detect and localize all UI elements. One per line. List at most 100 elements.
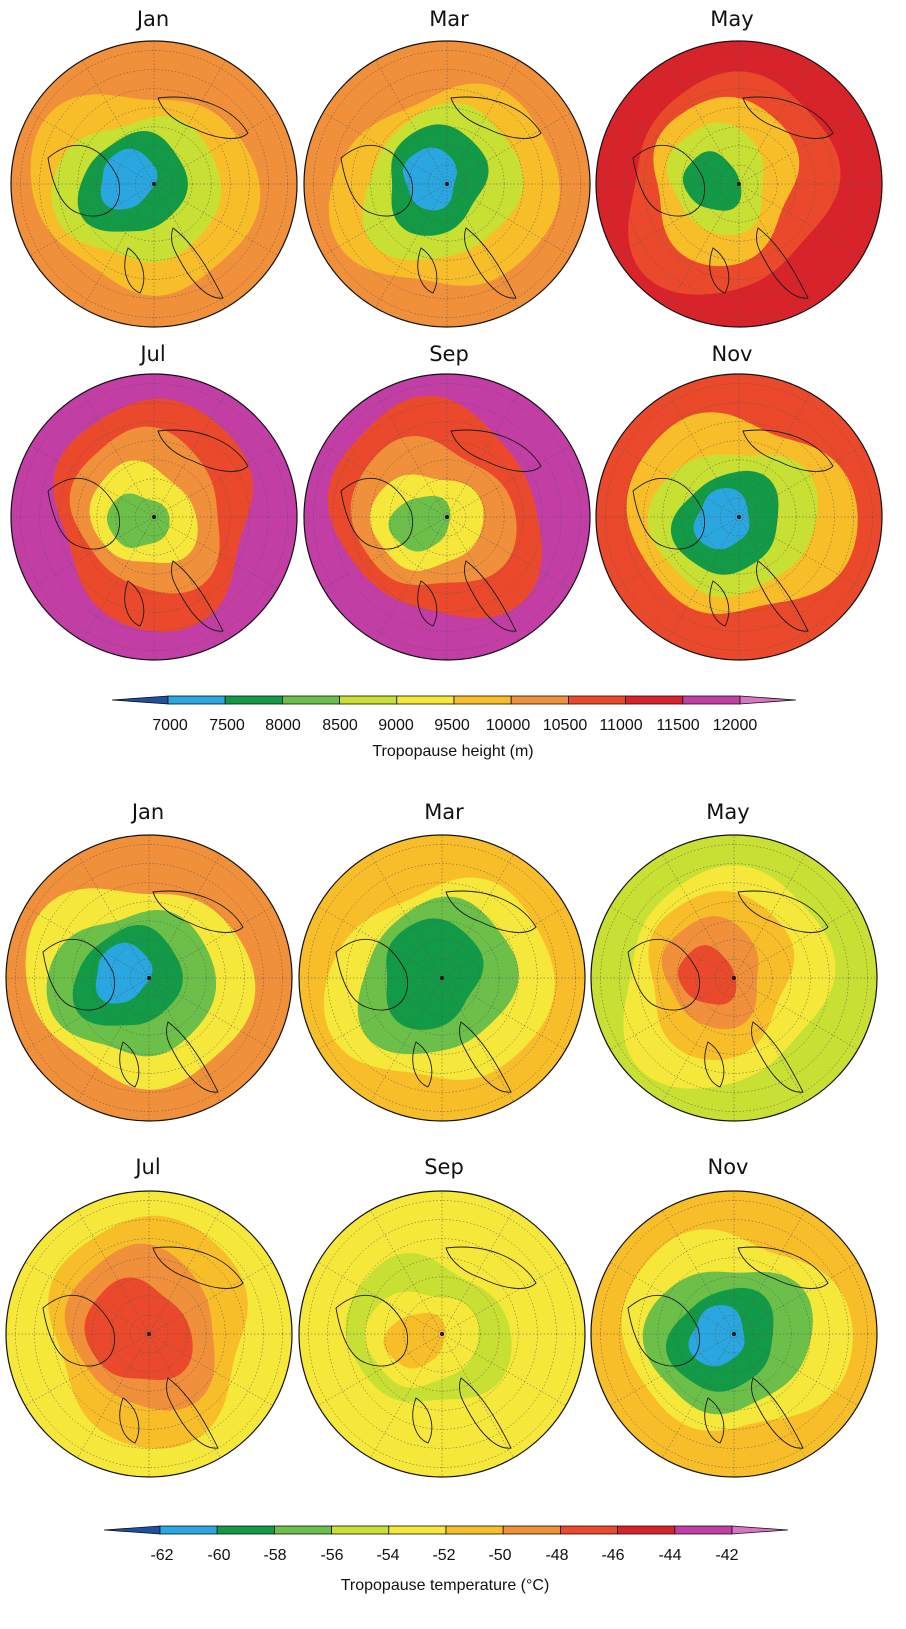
latitude-circle	[422, 1314, 462, 1354]
meridian-line	[153, 516, 226, 641]
polar-map	[8, 38, 300, 330]
meridian-line	[667, 183, 740, 308]
meridian-line	[370, 977, 443, 1102]
meridian-line	[153, 516, 278, 589]
contour-band	[682, 151, 742, 211]
colorbar-segment	[502, 1525, 561, 1535]
north-pole-marker	[732, 1332, 736, 1336]
latitude-circle	[34, 863, 264, 1093]
meridian-line	[148, 1333, 273, 1406]
meridian-line	[82, 183, 155, 308]
colorbar-tick-label: 11500	[656, 717, 700, 734]
meridian-line	[441, 977, 514, 1102]
coastline	[124, 580, 145, 627]
month-label: Jul	[140, 342, 166, 366]
latitude-circle	[77, 107, 231, 261]
map-outline	[298, 834, 586, 1122]
coastline	[464, 227, 517, 299]
meridian-line	[733, 977, 806, 1102]
coastline	[704, 1041, 725, 1088]
coastline	[47, 144, 120, 217]
coastline	[417, 580, 438, 627]
coastline	[166, 1021, 219, 1093]
latitude-circle	[624, 69, 854, 299]
latitude-circle	[422, 958, 462, 998]
meridian-line	[446, 445, 571, 518]
contour-band	[688, 1305, 745, 1367]
latitude-circle	[72, 901, 226, 1055]
colorbar-tick-label: -46	[601, 1547, 625, 1564]
coastline	[152, 1246, 244, 1289]
latitude-circle	[403, 939, 481, 1017]
coastline	[171, 560, 224, 632]
north-pole-marker	[152, 515, 156, 519]
meridian-line	[662, 1333, 735, 1458]
meridian-line	[323, 445, 448, 518]
meridian-line	[323, 183, 448, 256]
latitude-circle	[365, 901, 519, 1055]
map-outline	[10, 373, 298, 661]
meridian-line	[446, 516, 519, 641]
coastline	[171, 227, 224, 299]
meridian-line	[738, 393, 811, 518]
month-label: Nov	[707, 1155, 749, 1179]
meridian-line	[667, 393, 740, 518]
colorbar-tick-label: 11000	[599, 717, 643, 734]
meridian-line	[738, 112, 863, 185]
coastline	[450, 429, 542, 472]
north-pole-marker	[737, 515, 741, 519]
month-label: Nov	[711, 342, 753, 366]
latitude-circle	[408, 478, 486, 556]
meridian-line	[375, 60, 448, 185]
coastline	[464, 560, 517, 632]
meridian-line	[77, 1333, 150, 1458]
colorbar-segment	[216, 1525, 275, 1535]
latitude-circle	[365, 1257, 519, 1411]
temperature-colorbar-title: Tropopause temperature (°C)	[340, 1577, 550, 1594]
coastline	[412, 1041, 433, 1088]
colorbar-segment	[674, 1525, 733, 1535]
meridian-line	[375, 393, 448, 518]
meridian-line	[667, 516, 740, 641]
polar-map	[296, 832, 588, 1124]
colorbar-segment	[567, 695, 626, 705]
meridian-line	[738, 516, 863, 589]
latitude-circle	[662, 440, 816, 594]
latitude-circle	[403, 1295, 481, 1373]
meridian-line	[148, 977, 221, 1102]
colorbar-tick-label: 7000	[152, 717, 188, 734]
polar-map	[296, 1188, 588, 1480]
latitude-circle	[719, 497, 759, 537]
map-outline	[5, 834, 293, 1122]
month-label: May	[706, 800, 750, 824]
colorbar-segment	[167, 695, 226, 705]
latitude-circle	[657, 901, 811, 1055]
colorbar-arrow-low	[112, 695, 169, 705]
month-label: Mar	[429, 7, 469, 31]
north-pole-marker	[737, 182, 741, 186]
coastline	[704, 1397, 725, 1444]
colorbar-segment	[224, 695, 283, 705]
colorbar-arrow-high	[731, 1525, 788, 1535]
colorbar-tick-label: 9500	[434, 717, 470, 734]
meridian-line	[662, 1210, 735, 1335]
colorbar-segment	[396, 695, 455, 705]
month-label: Jan	[136, 7, 170, 31]
map-outline	[595, 373, 883, 661]
contour-band	[693, 488, 750, 550]
colorbar-segment	[510, 695, 569, 705]
colorbar-segment	[331, 1525, 390, 1535]
latitude-circle	[714, 1314, 754, 1354]
latitude-circle	[115, 145, 193, 223]
north-pole-marker	[445, 515, 449, 519]
colorbar-tick-label: -42	[715, 1547, 739, 1564]
latitude-circle	[332, 402, 562, 632]
latitude-circle	[34, 1219, 264, 1449]
polar-map	[8, 371, 300, 663]
polar-map	[593, 371, 885, 663]
coastline	[340, 144, 413, 217]
meridian-line	[446, 60, 519, 185]
latitude-circle	[327, 863, 557, 1093]
colorbar-tick-label: -44	[658, 1547, 682, 1564]
latitude-circle	[427, 164, 467, 204]
